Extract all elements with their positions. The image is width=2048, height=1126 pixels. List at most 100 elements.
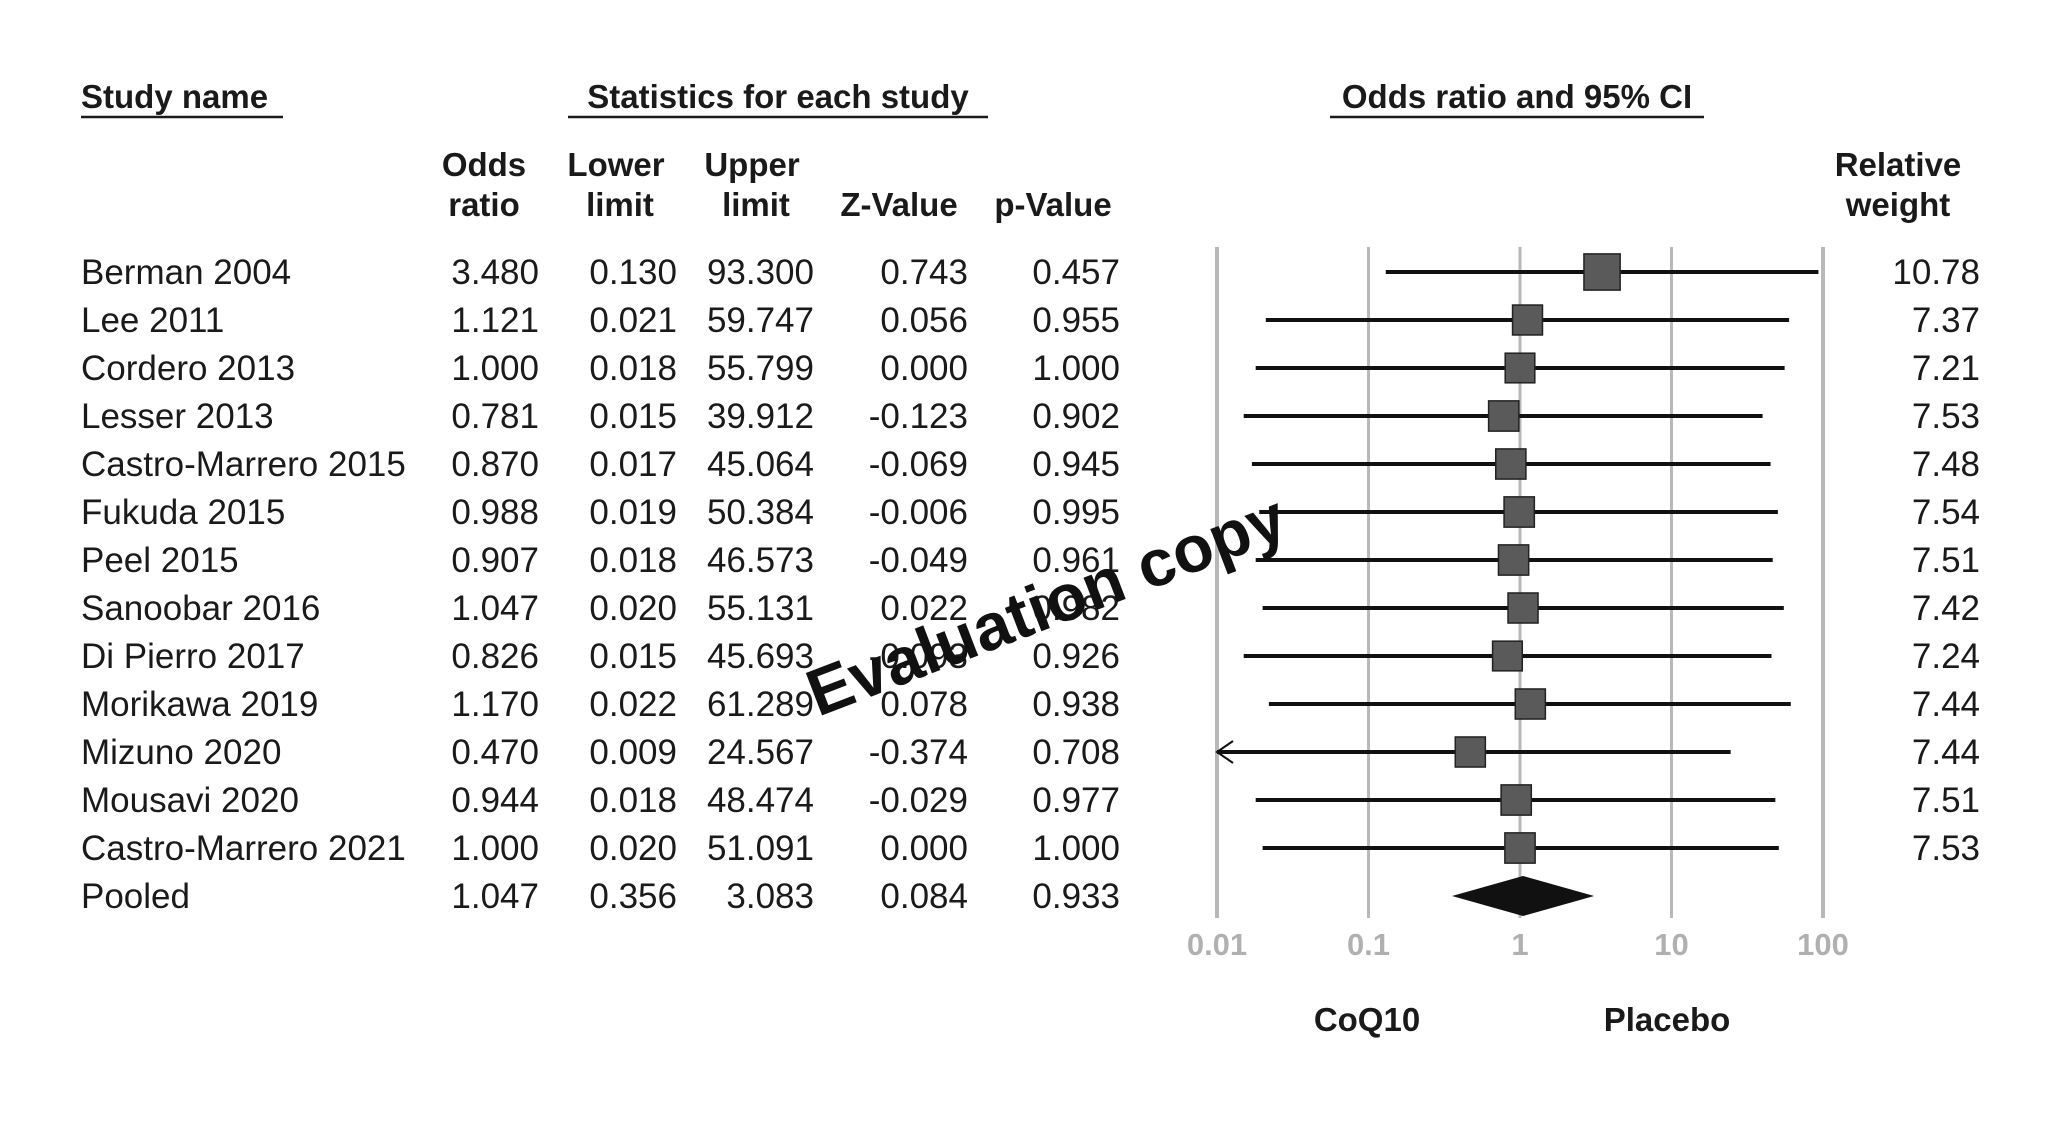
study-name: Pooled xyxy=(81,877,190,916)
lower-limit-value: 0.356 xyxy=(589,877,677,916)
lower-limit-value: 0.009 xyxy=(589,733,677,772)
relative-weight-value: 7.54 xyxy=(1912,493,1980,532)
z-value: 0.743 xyxy=(880,253,968,292)
study-name: Berman 2004 xyxy=(81,253,291,292)
upper-limit-value: 48.474 xyxy=(707,781,814,820)
odds-ci-header: Odds ratio and 95% CI xyxy=(1342,78,1692,115)
study-name-header: Study name xyxy=(81,78,268,115)
study-name: Peel 2015 xyxy=(81,541,239,580)
odds-ratio-value: 1.000 xyxy=(451,829,539,868)
point-estimate-marker xyxy=(1503,496,1536,528)
right-favours-label: Placebo xyxy=(1604,1001,1731,1038)
upper-limit-header-line2: limit xyxy=(722,186,790,223)
lower-limit-value: 0.020 xyxy=(589,829,677,868)
z-value: -0.093 xyxy=(869,637,968,676)
p-value: 0.945 xyxy=(1032,445,1120,484)
odds-ratio-value: 0.944 xyxy=(451,781,539,820)
relative-weight-value: 7.37 xyxy=(1912,301,1980,340)
pooled-diamond xyxy=(1452,876,1595,916)
relative-weight-header-line1: Relative xyxy=(1835,146,1962,183)
upper-limit-value: 59.747 xyxy=(707,301,814,340)
relative-weight-value: 10.78 xyxy=(1892,253,1980,292)
z-value: -0.069 xyxy=(869,445,968,484)
point-estimate-marker xyxy=(1504,832,1536,864)
point-estimate-marker xyxy=(1487,400,1520,432)
z-value: 0.084 xyxy=(880,877,968,916)
table-row: Lesser 2013 0.781 0.015 39.912 -0.123 0.902 7.… xyxy=(81,397,1980,436)
table-row: Peel 2015 0.907 0.018 46.573 -0.049 0.961 7.51 xyxy=(81,541,1980,580)
relative-weight-value: 7.51 xyxy=(1912,781,1980,820)
lower-limit-value: 0.021 xyxy=(589,301,677,340)
table-row: Di Pierro 2017 0.826 0.015 45.693 -0.093 0.92… xyxy=(81,637,1980,676)
lower-limit-value: 0.018 xyxy=(589,541,677,580)
relative-weight-value: 7.21 xyxy=(1912,349,1980,388)
upper-limit-value: 45.064 xyxy=(707,445,814,484)
upper-limit-header-line1: Upper xyxy=(704,146,800,183)
lower-limit-value: 0.020 xyxy=(589,589,677,628)
lower-limit-value: 0.022 xyxy=(589,685,677,724)
point-estimate-marker xyxy=(1507,592,1539,624)
p-value: 0.995 xyxy=(1032,493,1120,532)
point-estimate-marker xyxy=(1500,784,1533,816)
p-value: 0.457 xyxy=(1032,253,1120,292)
table-row: Castro-Marrero 2015 0.870 0.017 45.064 -0.06… xyxy=(81,445,1980,484)
table-row: Sanoobar 2016 1.047 0.020 55.131 0.022 0.982 7… xyxy=(81,589,1980,628)
odds-ratio-value: 0.470 xyxy=(451,733,539,772)
study-name: Lee 2011 xyxy=(81,301,224,340)
relative-weight-value: 7.44 xyxy=(1912,685,1980,724)
upper-limit-value: 51.091 xyxy=(707,829,814,868)
x-tick-label: 1 xyxy=(1511,927,1528,962)
upper-limit-value: 55.799 xyxy=(707,349,814,388)
lower-limit-header-line1: Lower xyxy=(567,146,664,183)
x-tick-label: 0.1 xyxy=(1347,927,1390,962)
study-name: Lesser 2013 xyxy=(81,397,274,436)
relative-weight-value: 7.48 xyxy=(1912,445,1980,484)
table-row: Lee 2011 1.121 0.021 59.747 0.056 0.955 7.37 xyxy=(81,301,1980,340)
upper-limit-value: 46.573 xyxy=(707,541,814,580)
x-tick-label: 100 xyxy=(1797,927,1849,962)
odds-ratio-value: 3.480 xyxy=(451,253,539,292)
odds-ratio-value: 1.047 xyxy=(451,877,539,916)
lower-limit-value: 0.019 xyxy=(589,493,677,532)
odds-ratio-value: 1.000 xyxy=(451,349,539,388)
study-name: Fukuda 2015 xyxy=(81,493,285,532)
upper-limit-value: 50.384 xyxy=(707,493,814,532)
odds-ratio-value: 0.781 xyxy=(451,397,539,436)
relative-weight-value: 7.53 xyxy=(1912,829,1980,868)
relative-weight-header-line2: weight xyxy=(1845,186,1951,223)
odds-ratio-value: 0.907 xyxy=(451,541,539,580)
table-row: Mizuno 2020 0.470 0.009 24.567 -0.374 0.708 7.… xyxy=(81,733,1980,772)
p-value: 0.982 xyxy=(1032,589,1120,628)
point-estimate-marker xyxy=(1497,544,1530,576)
z-value: -0.006 xyxy=(869,493,968,532)
upper-limit-value: 24.567 xyxy=(707,733,814,772)
lower-limit-value: 0.015 xyxy=(589,397,677,436)
relative-weight-value: 7.51 xyxy=(1912,541,1980,580)
lower-limit-value: 0.017 xyxy=(589,445,677,484)
upper-limit-value: 45.693 xyxy=(707,637,814,676)
p-value: 0.926 xyxy=(1032,637,1120,676)
table-row: Cordero 2013 1.000 0.018 55.799 0.000 1.000 7.… xyxy=(81,349,1980,388)
relative-weight-value: 7.42 xyxy=(1912,589,1980,628)
odds-ratio-value: 0.826 xyxy=(451,637,539,676)
relative-weight-value: 7.53 xyxy=(1912,397,1980,436)
point-estimate-marker xyxy=(1495,448,1527,480)
relative-weight-value: 7.44 xyxy=(1912,733,1980,772)
column-headers: Odds ratio Lower limit Upper limit Z-Val… xyxy=(442,146,1961,223)
z-value: -0.123 xyxy=(869,397,968,436)
point-estimate-marker xyxy=(1454,736,1487,768)
z-value-header: Z-Value xyxy=(840,186,957,223)
z-value: -0.374 xyxy=(869,733,968,772)
x-axis: 0.01 0.1 1 10 100 xyxy=(1187,927,1849,962)
study-name: Castro-Marrero 2021 xyxy=(81,829,406,868)
upper-limit-value: 39.912 xyxy=(707,397,814,436)
lower-limit-value: 0.018 xyxy=(589,349,677,388)
study-name: Cordero 2013 xyxy=(81,349,295,388)
upper-limit-value: 93.300 xyxy=(707,253,814,292)
table-row: Berman 2004 3.480 0.130 93.300 0.743 0.457 10.… xyxy=(81,253,1980,292)
z-value: -0.029 xyxy=(869,781,968,820)
lower-limit-value: 0.018 xyxy=(589,781,677,820)
study-name: Morikawa 2019 xyxy=(81,685,318,724)
point-estimate-marker xyxy=(1511,304,1544,336)
table-row: Fukuda 2015 0.988 0.019 50.384 -0.006 0.995 7.… xyxy=(81,493,1980,532)
